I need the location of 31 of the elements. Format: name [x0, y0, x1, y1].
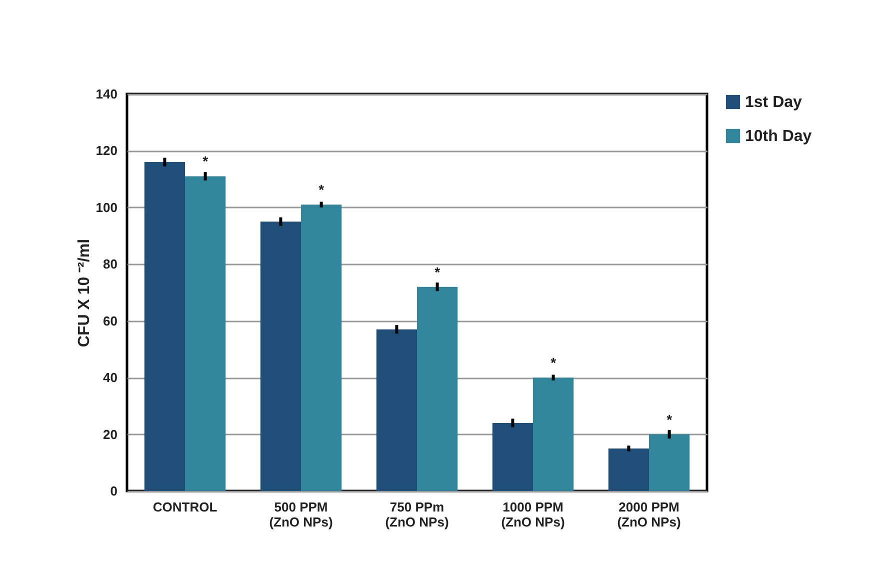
bar [260, 222, 301, 491]
bar [533, 378, 574, 491]
legend-label: 10th Day [745, 128, 812, 145]
x-tick-label: CONTROL [152, 500, 218, 514]
bar [417, 286, 458, 491]
y-tick-label: 20 [103, 426, 118, 442]
y-tick-label: 100 [96, 200, 118, 215]
bar [301, 204, 342, 491]
annotation: * [318, 182, 325, 198]
legend-label: 1st Day [745, 94, 802, 111]
y-tick-label: 120 [96, 143, 118, 158]
x-tick-label: 500 PPM (ZnO NPs) [269, 500, 333, 530]
y-tick-label: 60 [103, 313, 118, 328]
y-axis-title: CFU X 10 ⁻²/ml [76, 238, 93, 348]
x-tick-label: 2000 PPM (ZnO NPs) [617, 500, 681, 530]
annotation: * [434, 264, 441, 280]
bar [608, 448, 649, 491]
y-tick-label: 140 [96, 86, 118, 102]
y-tick-label: 80 [103, 256, 118, 272]
annotation: * [550, 354, 557, 371]
bar [649, 434, 690, 491]
x-tick-label: 1000 PPM (ZnO NPs) [501, 500, 565, 530]
bar [492, 422, 533, 491]
annotation: * [202, 153, 209, 170]
bar [376, 329, 417, 491]
y-tick-label: 40 [103, 370, 118, 386]
bar [144, 162, 185, 491]
y-tick-label: 0 [110, 484, 118, 498]
x-tick-label: 750 PPm (ZnO NPs) [385, 500, 449, 530]
bar [185, 176, 226, 491]
annotation: * [666, 411, 673, 428]
